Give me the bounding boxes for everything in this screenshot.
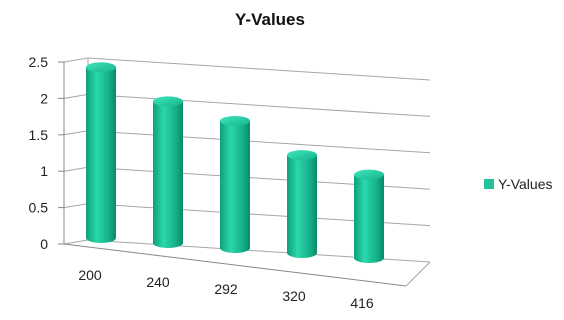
chart-title: Y-Values [235,10,305,29]
bar-body [220,120,250,254]
y-tick-label: 2.5 [29,54,49,70]
gridline-side [63,239,89,245]
x-tick-label: 416 [350,295,374,311]
bar [354,169,384,263]
bar-top [153,96,183,107]
gridline-side [63,57,89,63]
legend-label: Y-Values [498,176,552,192]
y-tick-label: 0.5 [29,200,49,216]
gridline-side [63,93,89,99]
bar-top [86,62,116,73]
gridline-side [63,166,89,172]
bar [86,62,116,243]
gridlines [63,57,431,263]
x-tick-label: 292 [214,281,238,297]
bar-body [287,155,317,258]
gridline-side [63,203,89,209]
gridline-side [63,130,89,136]
bar-body [153,101,183,249]
bars [86,62,384,263]
x-axis-ticks: 200 240 292 320 416 [78,267,374,311]
legend: Y-Values [484,176,552,192]
y-tick-label: 0 [40,236,48,252]
bar [153,96,183,249]
bar [287,150,317,258]
bar-top [354,169,384,180]
bar [220,115,250,254]
x-tick-label: 200 [78,267,102,283]
bar-body [86,67,116,243]
axes [58,58,431,287]
x-tick-label: 320 [282,288,306,304]
x-tick-label: 240 [146,274,170,290]
bar-top [220,115,250,126]
y-axis-ticks: 0 0.5 1 1.5 2 2.5 [29,54,49,252]
gridline [87,57,431,81]
y-tick-label: 1.5 [29,127,49,143]
y-tick-label: 1 [40,163,48,179]
y-tick-label: 2 [40,90,48,106]
gridline [87,93,431,117]
bar-top [287,150,317,161]
gridline [87,130,431,154]
x-axis-line [63,243,407,287]
floor-right-edge [405,261,431,287]
bar-body [354,174,384,263]
legend-swatch [484,179,494,189]
